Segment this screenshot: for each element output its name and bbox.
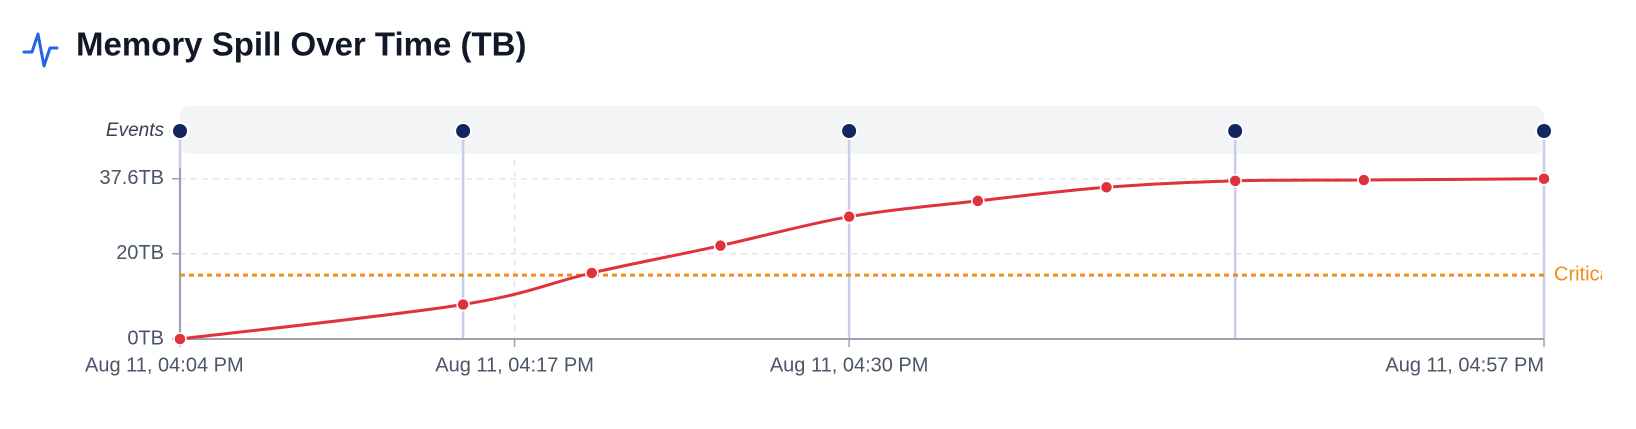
data-point — [1357, 173, 1371, 187]
x-tick-label: Aug 11, 04:17 PM — [435, 354, 594, 376]
event-marker — [1535, 122, 1553, 140]
data-point — [971, 194, 985, 208]
threshold-label-clip: Critical — [1554, 263, 1615, 285]
x-tick-label: Aug 11, 04:04 PM — [85, 354, 244, 376]
event-marker — [171, 122, 189, 140]
event-marker — [1226, 122, 1245, 140]
y-tick-label: 20TB — [116, 242, 164, 264]
chart-title: Memory Spill Over Time (TB) — [76, 26, 527, 63]
data-point — [842, 209, 856, 224]
event-marker — [840, 122, 859, 140]
data-point — [456, 297, 470, 312]
data-point — [713, 238, 728, 253]
events-band — [180, 106, 1544, 154]
events-label: Events — [106, 120, 165, 141]
chart-icon — [22, 32, 59, 68]
data-point — [173, 332, 187, 346]
x-tick-label: Aug 11, 04:57 PM — [1385, 354, 1544, 376]
threshold-label: Critical — [1554, 263, 1615, 285]
data-point — [1228, 174, 1242, 188]
event-marker — [454, 122, 473, 140]
data-point — [1099, 180, 1114, 195]
x-tick-label: Aug 11, 04:30 PM — [770, 354, 929, 376]
series-line — [179, 177, 1545, 341]
data-point — [1537, 172, 1551, 186]
y-tick-label: 0TB — [127, 327, 164, 349]
data-point — [585, 266, 599, 280]
y-tick-label: 37.6TB — [100, 167, 164, 189]
